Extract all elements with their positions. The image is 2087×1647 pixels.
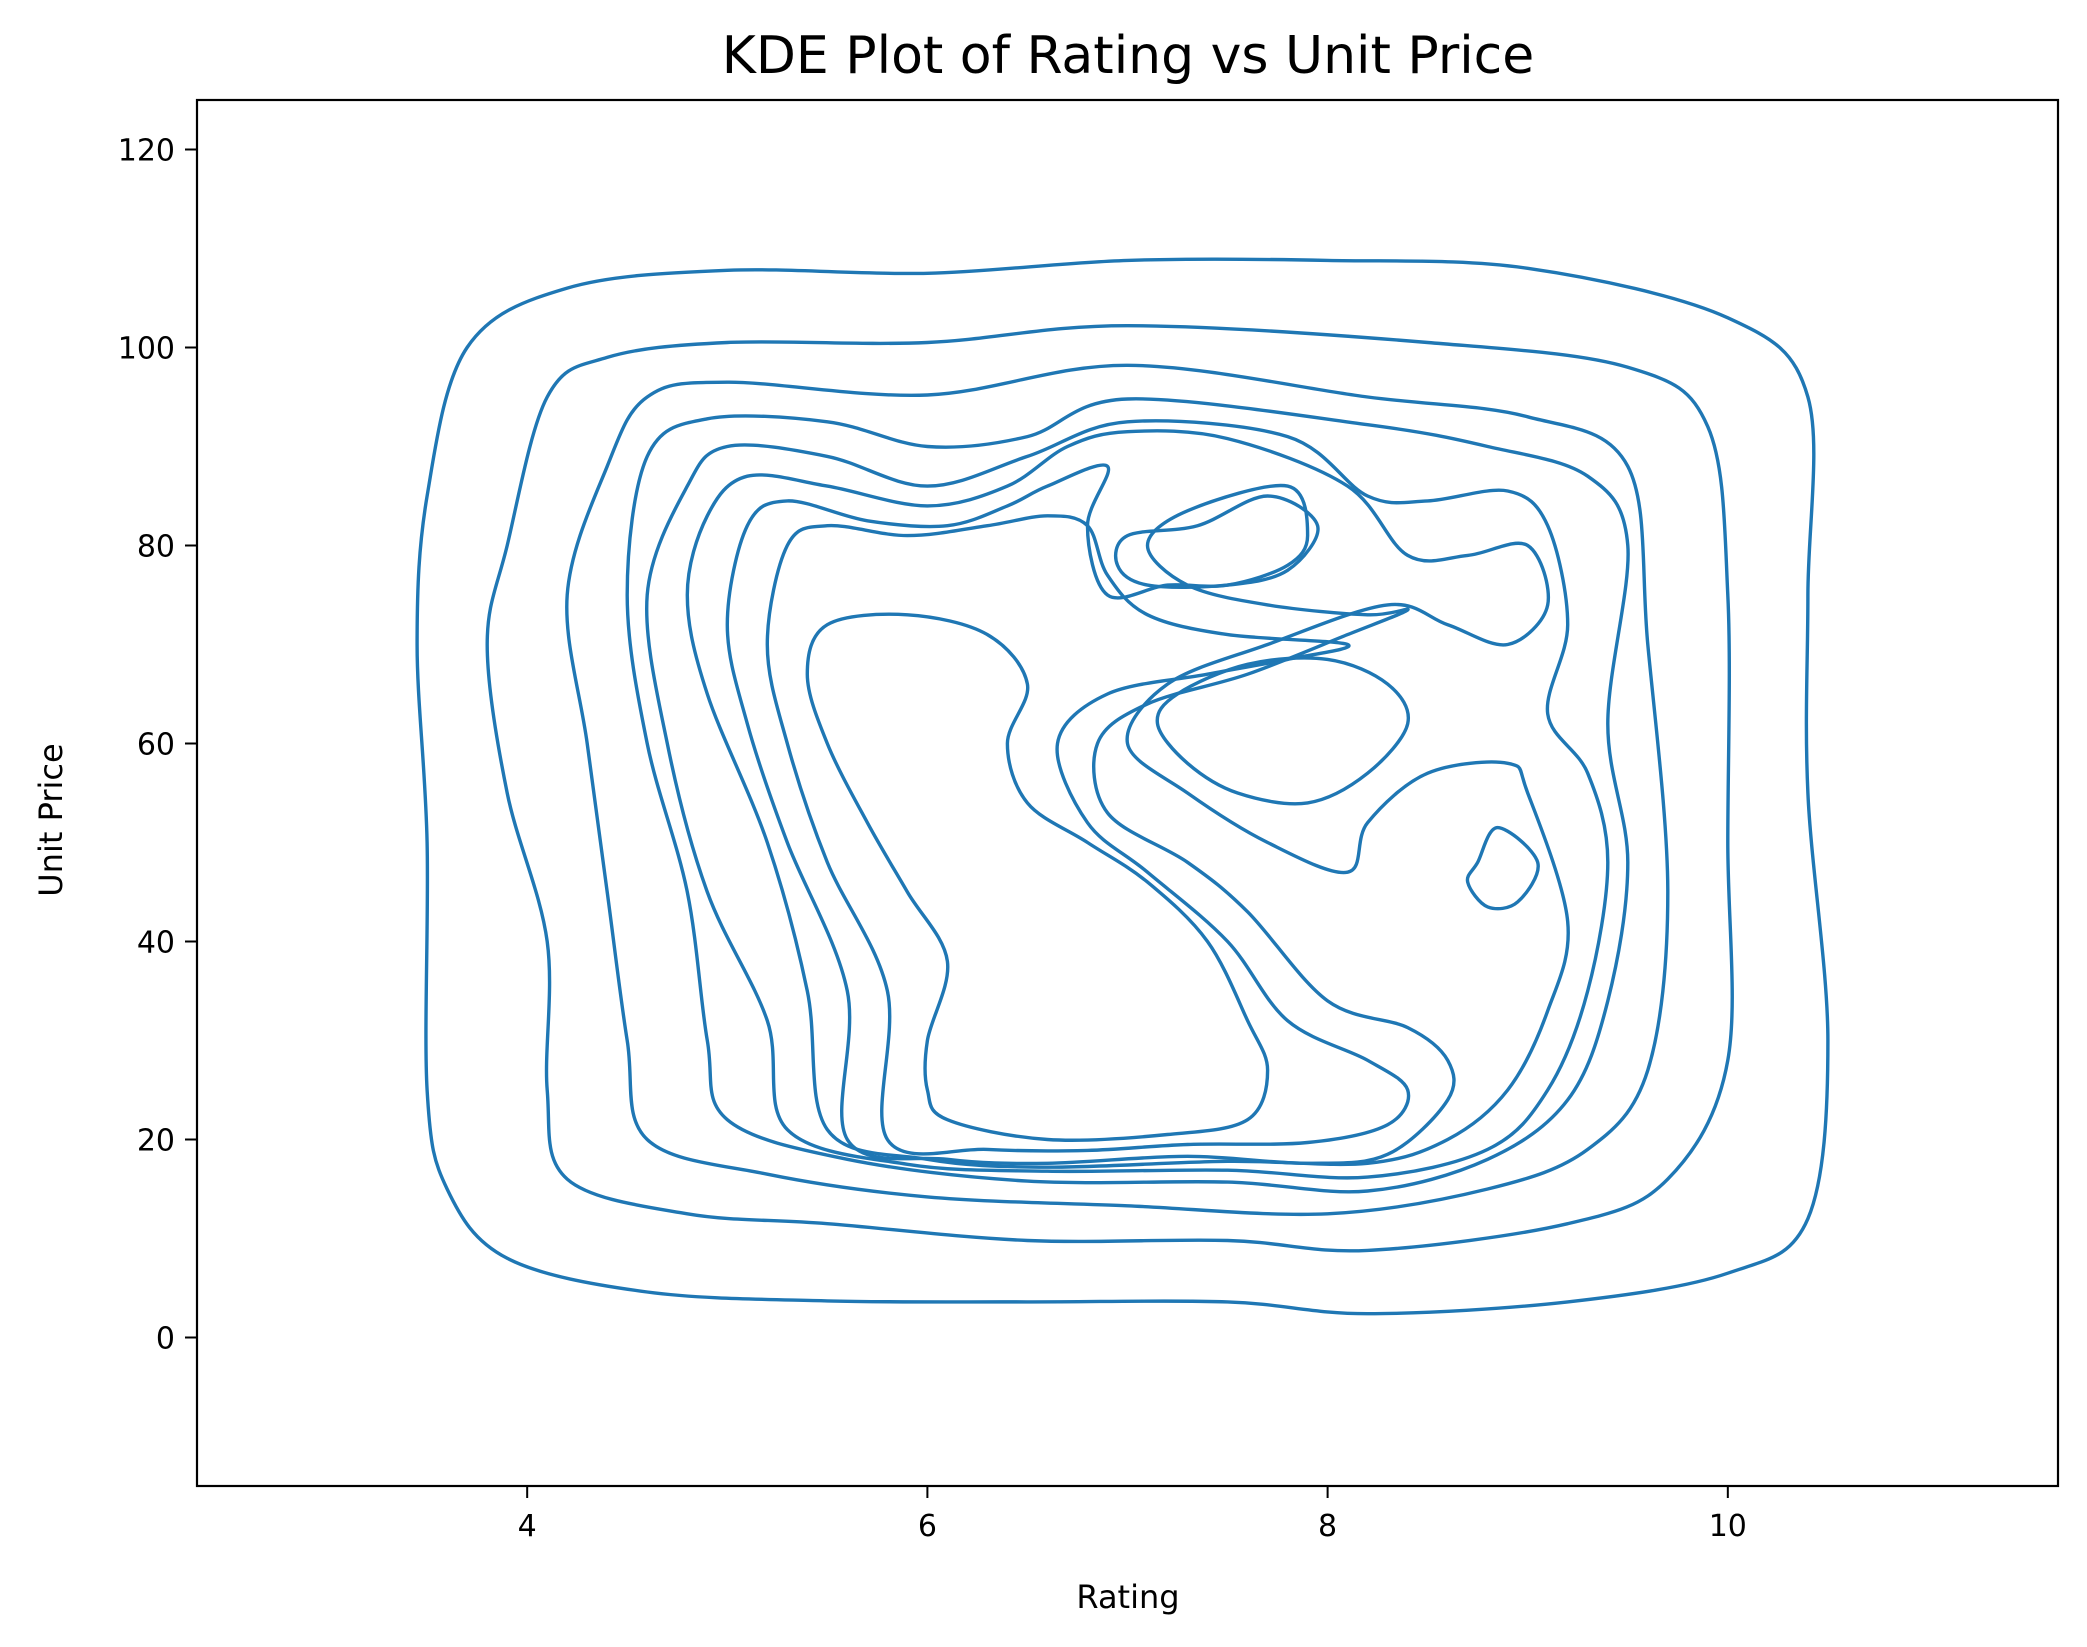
y-tick-label: 20 [137,1124,175,1159]
y-tick-label: 40 [137,926,175,961]
y-tick-label: 0 [156,1322,175,1357]
x-tick-label: 10 [1709,1509,1747,1544]
contour-level-7-6 [725,463,1456,1166]
contour-level-3-2 [565,363,1670,1217]
y-tick-label: 120 [118,134,175,169]
y-tick-label: 80 [137,530,175,565]
y-axis-label: Unit Price [32,743,70,896]
contour-level-10-11 [1465,825,1540,911]
contour-level-6-5 [685,429,1570,1169]
contour-level-5-4 [645,419,1610,1180]
contour-level-10-10 [1155,656,1411,806]
contour-level-1-0 [415,257,1830,1316]
x-tick-label: 8 [1318,1509,1337,1544]
contour-level-10-9 [1114,494,1320,589]
y-axis-ticks: 0 20 40 60 80 100 120 [118,134,197,1357]
x-axis-ticks: 4 6 8 10 [518,1486,1747,1544]
x-tick-label: 6 [918,1509,937,1544]
y-tick-label: 60 [137,728,175,763]
contour-level-4-3 [625,397,1630,1194]
y-tick-label: 100 [118,332,175,367]
contour-level-2-1 [485,324,1734,1253]
contour-level-9-8 [805,612,1270,1142]
plot-frame [195,98,2060,1488]
x-tick-label: 4 [518,1509,537,1544]
chart-title: KDE Plot of Rating vs Unit Price [722,26,1535,86]
contour-lines [415,257,1830,1316]
x-axis-label: Rating [1076,1578,1179,1616]
